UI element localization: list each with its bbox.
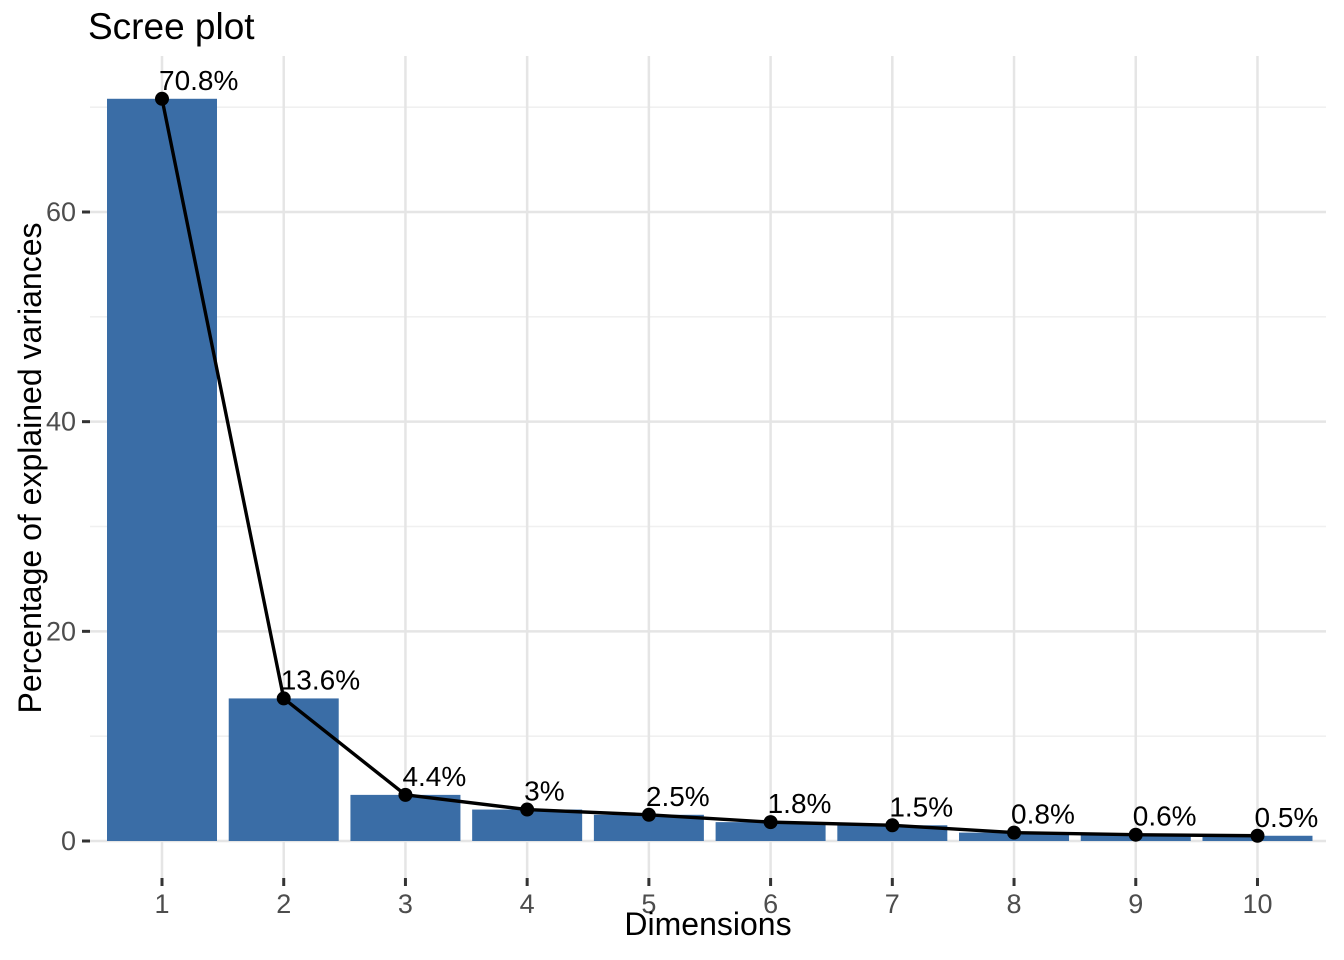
value-label-dim-8: 0.8% [1011,799,1075,830]
value-label-dim-3: 4.4% [402,761,466,792]
y-tick-label: 0 [61,826,76,856]
y-tick-label: 40 [46,407,76,437]
data-point-dim-3 [398,787,413,802]
value-label-dim-4: 3% [524,776,564,807]
data-point-dim-1 [155,91,169,106]
data-point-dim-7 [885,818,900,833]
variance-line [160,98,1258,838]
x-axis-title: Dimensions [624,906,792,942]
data-point-dim-10 [1250,828,1265,843]
bar-dim-7 [837,825,948,841]
y-axis-title: Percentage of explained variances [12,222,48,714]
value-label-dim-9: 0.6% [1133,801,1197,832]
y-tick-label: 20 [46,616,76,646]
data-point-dim-5 [641,807,656,822]
value-label-dim-5: 2.5% [646,781,710,812]
x-tick-label: 3 [398,889,413,919]
x-tick-label: 1 [154,889,169,919]
bar-dim-2 [228,698,339,841]
x-tick-label: 7 [885,889,900,919]
value-label-dim-6: 1.8% [768,788,832,819]
data-point-dim-4 [520,802,535,817]
value-label-dim-1: 70.8% [159,65,238,96]
x-tick-label: 6 [763,889,778,919]
x-tick-label: 8 [1007,889,1022,919]
data-point-dim-2 [276,691,291,706]
bar-dim-1 [107,98,217,841]
x-tick-label: 5 [641,889,656,919]
data-point-dim-9 [1128,827,1143,842]
y-tick-label: 60 [46,197,76,227]
x-tick-label: 2 [276,889,291,919]
value-label-dim-2: 13.6% [281,664,360,695]
data-point-dim-6 [763,815,778,830]
value-label-dim-10: 0.5% [1254,802,1318,833]
bar-dim-3 [350,794,461,841]
bar-dim-6 [715,822,826,841]
x-tick-label: 4 [520,889,535,919]
x-tick-label: 10 [1242,889,1272,919]
data-point-dim-8 [1007,825,1022,840]
plot-title: Scree plot [88,6,255,47]
value-label-dim-7: 1.5% [889,791,953,822]
x-tick-label: 9 [1128,889,1143,919]
